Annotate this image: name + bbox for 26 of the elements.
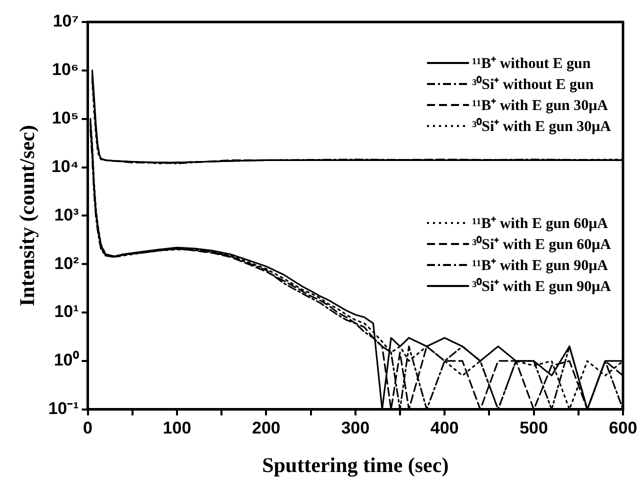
y-tick-label: 10⁴ (51, 156, 79, 176)
y-tick-label: 10⁰ (54, 350, 79, 370)
x-tick-label: 500 (520, 418, 548, 438)
legend-label: ³⁰Si⁺ with E gun 90μA (472, 276, 611, 296)
y-tick-label: 10⁷ (52, 12, 79, 31)
y-tick-label: 10³ (54, 205, 80, 224)
x-axis-title: Sputtering time (sec) (262, 452, 449, 477)
x-tick-label: 400 (430, 418, 459, 438)
legend-label: ³⁰Si⁺ with E gun 30μA (472, 116, 611, 136)
legend-label: ¹¹B⁺ with E gun 30μA (472, 97, 608, 115)
y-tick-label: 10⁵ (52, 108, 79, 128)
legend-label: ¹¹B⁺ with E gun 60μA (472, 215, 608, 233)
x-tick-label: 600 (608, 418, 638, 438)
y-axis-title: Intensity (count/sec) (15, 124, 40, 306)
x-tick-label: 300 (341, 418, 370, 438)
y-tick-label: 10² (54, 254, 80, 273)
x-tick-label: 0 (83, 418, 93, 438)
legend-label: ¹¹B⁺ without E gun (472, 55, 591, 73)
legend-label: ³⁰Si⁺ without E gun (472, 74, 594, 94)
y-tick-label: 10⁶ (52, 60, 79, 80)
y-tick-label: 10¹ (54, 302, 80, 322)
x-tick-label: 100 (162, 418, 192, 438)
legend-label: ³⁰Si⁺ with E gun 60μA (472, 234, 611, 254)
legend-label: ¹¹B⁺ with E gun 90μA (472, 257, 608, 275)
y-tick-label: 10⁻¹ (48, 399, 80, 418)
x-tick-label: 200 (252, 418, 280, 438)
